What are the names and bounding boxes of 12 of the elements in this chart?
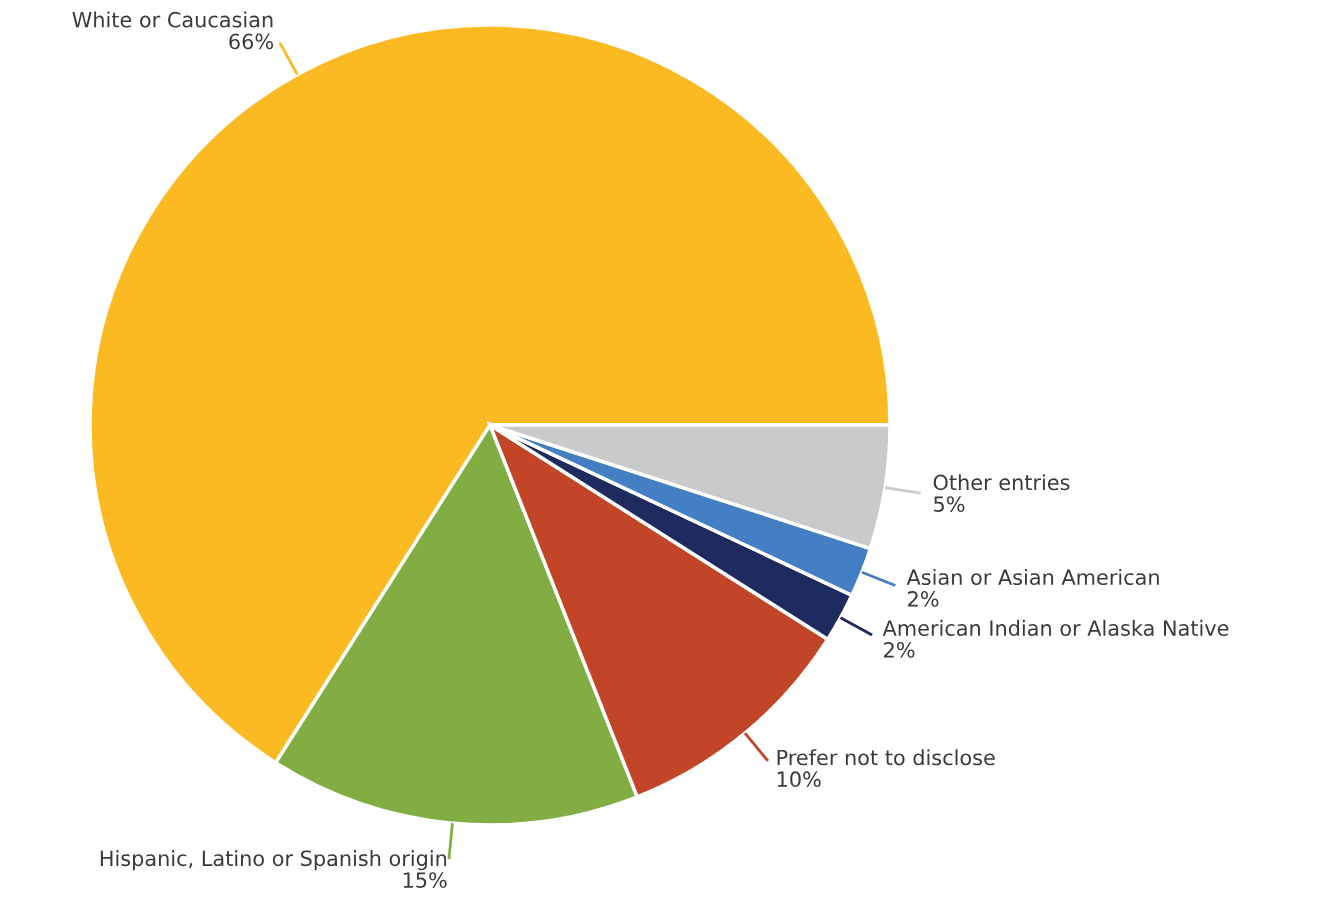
slice-label: Other entries bbox=[933, 474, 1070, 491]
data-label: 5% bbox=[934, 496, 965, 512]
data-label: 2% bbox=[884, 641, 915, 658]
slice-label: Asian or Asian American bbox=[906, 568, 1159, 586]
slice-label: Hispanic, Latino or Spanish origin bbox=[100, 850, 447, 871]
data-label: 2% bbox=[908, 591, 939, 607]
slice-label: Prefer not to disclose bbox=[777, 749, 995, 766]
data-label: 66% bbox=[229, 33, 274, 50]
data-label: 15% bbox=[403, 872, 447, 888]
data-label: 10% bbox=[777, 771, 821, 788]
slice-label: American Indian or Alaska Native bbox=[882, 619, 1229, 636]
slice-label: White or Caucasian bbox=[72, 11, 273, 28]
